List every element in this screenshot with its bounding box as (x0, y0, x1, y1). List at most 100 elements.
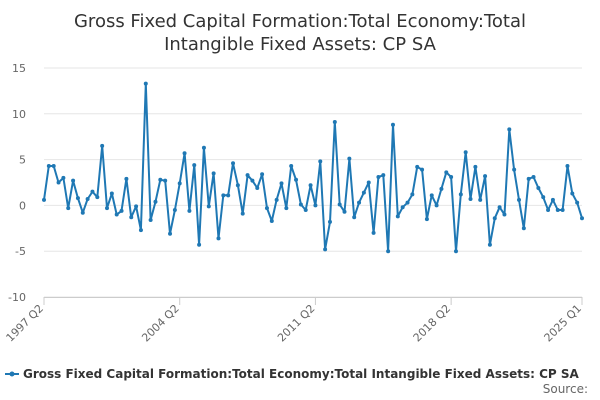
data-point[interactable] (294, 177, 299, 182)
data-point[interactable] (240, 211, 245, 216)
data-point[interactable] (274, 197, 279, 202)
data-point[interactable] (201, 145, 206, 150)
data-point[interactable] (463, 150, 468, 155)
data-point[interactable] (361, 190, 366, 195)
data-point[interactable] (400, 205, 405, 210)
data-point[interactable] (269, 218, 274, 223)
data-point[interactable] (386, 249, 391, 254)
data-point[interactable] (308, 183, 313, 188)
data-point[interactable] (75, 196, 80, 201)
data-point[interactable] (168, 231, 173, 236)
data-point[interactable] (245, 173, 250, 178)
data-point[interactable] (420, 167, 425, 172)
data-point[interactable] (187, 208, 192, 213)
data-point[interactable] (71, 178, 76, 183)
data-point[interactable] (289, 164, 294, 169)
data-point[interactable] (536, 185, 541, 190)
data-point[interactable] (51, 164, 56, 169)
data-point[interactable] (105, 206, 110, 211)
data-point[interactable] (158, 177, 163, 182)
data-point[interactable] (279, 181, 284, 186)
data-point[interactable] (143, 81, 148, 86)
data-point[interactable] (357, 200, 362, 205)
data-point[interactable] (298, 202, 303, 207)
data-point[interactable] (352, 215, 357, 220)
data-point[interactable] (90, 189, 95, 194)
data-point[interactable] (197, 242, 202, 247)
data-point[interactable] (390, 122, 395, 127)
data-point[interactable] (575, 200, 580, 205)
data-point[interactable] (507, 127, 512, 132)
data-point[interactable] (332, 120, 337, 125)
data-point[interactable] (80, 210, 85, 215)
data-point[interactable] (555, 207, 560, 212)
data-point[interactable] (134, 204, 139, 209)
data-point[interactable] (124, 176, 129, 181)
data-point[interactable] (478, 197, 483, 202)
data-point[interactable] (119, 208, 124, 213)
data-point[interactable] (429, 193, 434, 198)
legend[interactable]: Gross Fixed Capital Formation:Total Econ… (5, 367, 580, 381)
data-point[interactable] (163, 178, 168, 183)
data-point[interactable] (66, 206, 71, 211)
data-point[interactable] (177, 181, 182, 186)
data-point[interactable] (211, 171, 216, 176)
data-point[interactable] (284, 206, 289, 211)
source-credit[interactable]: Source: (543, 382, 588, 396)
data-point[interactable] (487, 242, 492, 247)
data-point[interactable] (516, 197, 521, 202)
data-point[interactable] (546, 207, 551, 212)
data-point[interactable] (109, 191, 114, 196)
data-point[interactable] (61, 175, 66, 180)
data-point[interactable] (42, 197, 46, 202)
data-point[interactable] (376, 175, 381, 180)
data-point[interactable] (492, 216, 497, 221)
data-point[interactable] (129, 215, 134, 220)
data-point[interactable] (541, 195, 546, 200)
data-point[interactable] (250, 178, 255, 183)
data-point[interactable] (216, 236, 221, 241)
data-point[interactable] (303, 207, 308, 212)
data-point[interactable] (473, 164, 478, 169)
data-point[interactable] (323, 247, 328, 252)
data-point[interactable] (182, 151, 187, 156)
data-point[interactable] (327, 219, 332, 224)
data-point[interactable] (371, 230, 376, 235)
data-point[interactable] (235, 183, 240, 188)
data-point[interactable] (138, 228, 143, 233)
data-point[interactable] (192, 163, 197, 168)
data-point[interactable] (226, 193, 231, 198)
data-point[interactable] (521, 226, 526, 231)
data-point[interactable] (366, 180, 371, 185)
data-point[interactable] (395, 214, 400, 219)
legend-label[interactable]: Gross Fixed Capital Formation:Total Econ… (23, 367, 580, 381)
data-point[interactable] (100, 143, 105, 148)
data-point[interactable] (342, 209, 347, 214)
data-point[interactable] (153, 199, 158, 204)
data-point[interactable] (415, 164, 420, 169)
data-point[interactable] (449, 175, 454, 180)
data-point[interactable] (410, 192, 415, 197)
data-point[interactable] (405, 200, 410, 205)
data-point[interactable] (453, 249, 458, 254)
data-point[interactable] (550, 197, 555, 202)
data-point[interactable] (468, 196, 473, 201)
data-point[interactable] (531, 175, 536, 180)
data-point[interactable] (497, 205, 502, 210)
data-point[interactable] (206, 204, 211, 209)
data-point[interactable] (512, 167, 517, 172)
data-point[interactable] (458, 192, 463, 197)
data-point[interactable] (526, 176, 531, 181)
data-point[interactable] (114, 212, 119, 217)
data-point[interactable] (560, 207, 565, 212)
data-point[interactable] (318, 159, 323, 164)
data-point[interactable] (439, 186, 444, 191)
data-point[interactable] (85, 196, 90, 201)
data-point[interactable] (264, 206, 269, 211)
data-point[interactable] (444, 170, 449, 175)
data-point[interactable] (255, 185, 260, 190)
data-point[interactable] (231, 161, 236, 166)
data-point[interactable] (381, 173, 386, 178)
data-point[interactable] (337, 202, 342, 207)
data-point[interactable] (95, 195, 100, 200)
